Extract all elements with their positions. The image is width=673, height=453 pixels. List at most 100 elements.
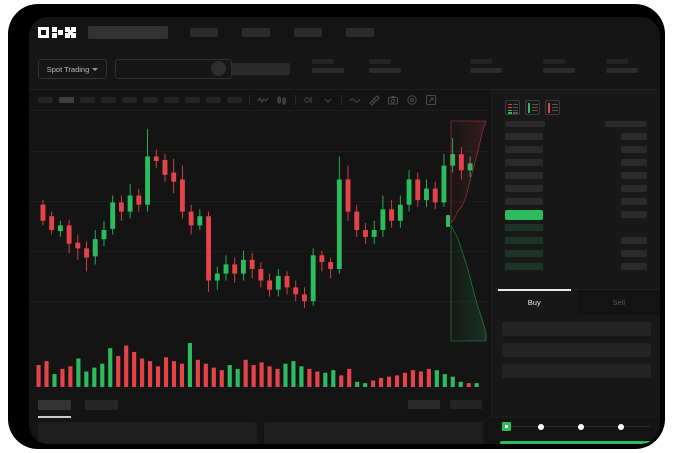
order-field-2[interactable]: [502, 343, 651, 357]
footer-panel-2[interactable]: [264, 422, 483, 444]
bids-only-icon[interactable]: [525, 100, 540, 115]
ruler-icon[interactable]: [368, 94, 380, 106]
stat-value: [470, 68, 502, 73]
timeframe-button[interactable]: [143, 97, 158, 103]
bottom-action-1[interactable]: [408, 400, 440, 409]
timeframe-button[interactable]: [164, 97, 179, 103]
bottom-tab-inactive[interactable]: [85, 399, 118, 410]
candlestick-icon[interactable]: [276, 94, 288, 106]
divider: [341, 95, 342, 105]
okx-logo[interactable]: [38, 26, 76, 38]
top-navigation-bar: [29, 17, 660, 47]
table-row[interactable]: [505, 130, 647, 143]
table-row[interactable]: [505, 182, 647, 195]
nav-link-4[interactable]: [346, 27, 374, 37]
order-price: [505, 159, 543, 166]
stepper-step-4[interactable]: [618, 423, 624, 430]
candlestick-series: [40, 128, 473, 309]
timeframe-button[interactable]: [122, 97, 137, 103]
order-amount: [621, 250, 647, 257]
stat-group-1: [312, 59, 344, 73]
timeframe-button[interactable]: [185, 97, 200, 103]
gridline: [29, 201, 491, 202]
trading-mode-label: Spot Trading: [46, 64, 90, 74]
table-row[interactable]: [505, 195, 647, 208]
timeframe-button[interactable]: [38, 97, 53, 103]
tab-sell[interactable]: Sell: [576, 290, 660, 315]
indicator-icon[interactable]: [303, 94, 315, 106]
order-amount: [621, 172, 647, 179]
line-chart-icon[interactable]: [257, 94, 269, 106]
order-amount: [621, 211, 647, 218]
timeframe-button[interactable]: [80, 97, 95, 103]
logo-glyph-k: [51, 26, 63, 38]
table-row[interactable]: [505, 156, 647, 169]
order-amount: [621, 133, 647, 140]
table-row[interactable]: [505, 260, 647, 273]
order-book-mode-switcher: [492, 90, 660, 115]
order-amount: [621, 185, 647, 192]
fullscreen-icon[interactable]: [425, 94, 437, 106]
gridline: [29, 301, 491, 302]
primary-cta-button[interactable]: [500, 441, 653, 444]
order-price: [505, 133, 543, 140]
order-price: [505, 237, 543, 244]
order-form-fields: [492, 315, 660, 378]
nav-link-3[interactable]: [294, 27, 322, 37]
asks-only-icon[interactable]: [545, 100, 560, 115]
table-row[interactable]: [505, 169, 647, 182]
stat-group-2: [369, 59, 401, 73]
current-price-row[interactable]: [505, 208, 647, 221]
bottom-action-2[interactable]: [450, 400, 482, 409]
stat-group-3: [470, 59, 502, 73]
column-header-price: [505, 121, 545, 127]
stat-label: [606, 59, 628, 64]
tab-buy-label: Buy: [527, 298, 541, 307]
chart-toolbar: [29, 90, 660, 111]
timeframe-button[interactable]: [206, 97, 221, 103]
trading-mode-selector[interactable]: Spot Trading: [38, 59, 107, 79]
stepper-step-2[interactable]: [538, 423, 544, 430]
gridline: [29, 151, 491, 152]
table-row[interactable]: [505, 221, 647, 234]
search-input[interactable]: [88, 25, 168, 39]
bottom-tab-bar: [29, 391, 491, 418]
order-price: [505, 172, 543, 179]
stat-group-4: [543, 59, 575, 73]
order-price: [505, 198, 543, 205]
timeframe-button-active[interactable]: [59, 97, 74, 103]
settings-icon[interactable]: [406, 94, 418, 106]
volume-series: [36, 343, 479, 387]
timeframe-button[interactable]: [101, 97, 116, 103]
table-row[interactable]: [505, 247, 647, 260]
order-form-tabs: Buy Sell: [492, 289, 660, 315]
nav-link-2[interactable]: [242, 27, 270, 37]
footer-panel-1[interactable]: [38, 422, 257, 444]
chevron-down-icon[interactable]: [322, 94, 334, 106]
order-amount: [621, 159, 647, 166]
table-row[interactable]: [505, 143, 647, 156]
order-price: [505, 224, 543, 231]
nav-link-1[interactable]: [190, 27, 218, 37]
bottom-tab-active[interactable]: [38, 399, 71, 418]
order-amount: [621, 146, 647, 153]
order-field-3[interactable]: [502, 364, 651, 378]
table-row[interactable]: [505, 234, 647, 247]
price-chart-panel[interactable]: [29, 111, 491, 391]
camera-icon[interactable]: [387, 94, 399, 106]
stepper-step-3[interactable]: [578, 423, 584, 430]
tab-buy[interactable]: Buy: [492, 289, 577, 315]
stepper-step-1-active[interactable]: [502, 422, 511, 431]
pair-name-placeholder: [232, 63, 290, 75]
order-field-1[interactable]: [502, 322, 651, 336]
stat-value: [312, 68, 344, 73]
order-price: [505, 146, 543, 153]
divider: [249, 95, 250, 105]
wave-icon[interactable]: [349, 94, 361, 106]
timeframe-button[interactable]: [227, 97, 242, 103]
gridline: [29, 251, 491, 252]
order-amount: [621, 224, 647, 231]
both-sides-icon[interactable]: [505, 100, 520, 115]
order-price: [505, 263, 543, 270]
nav-links: [190, 27, 374, 37]
